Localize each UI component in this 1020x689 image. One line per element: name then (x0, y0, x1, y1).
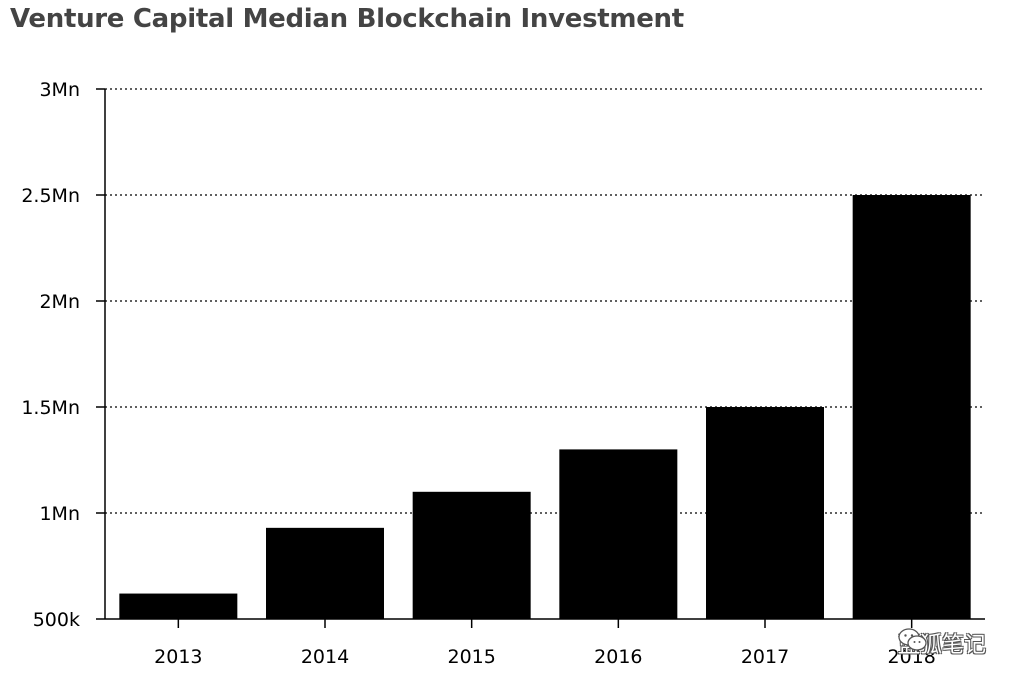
bar-2017 (706, 407, 824, 619)
x-tick-label: 2016 (594, 646, 642, 668)
bar-2014 (266, 527, 384, 619)
x-tick-label: 2015 (447, 646, 495, 668)
x-tick-label: 2014 (301, 646, 349, 668)
wechat-icon (898, 628, 927, 651)
x-tick-label: 2018 (887, 646, 935, 668)
bars (119, 195, 971, 619)
y-tick-label: 500k (33, 609, 80, 631)
x-tick-label: 2013 (154, 646, 202, 668)
bar-2013 (119, 593, 238, 619)
gridlines (105, 88, 985, 514)
y-tick-label: 1Mn (39, 503, 80, 525)
bar-2016 (559, 449, 678, 619)
bar-2018 (852, 195, 971, 619)
y-tick-label: 2Mn (39, 291, 80, 313)
y-tick-label: 3Mn (39, 79, 80, 101)
bar-2015 (412, 491, 531, 619)
chart-title: Venture Capital Median Blockchain Invest… (10, 4, 684, 34)
x-tick-label: 2017 (741, 646, 789, 668)
y-axis: 500k 1Mn 1.5Mn 2Mn 2.5Mn 3Mn (21, 79, 106, 631)
x-axis: 2013 2014 2015 2016 2017 2018 (105, 618, 985, 668)
y-tick-label: 1.5Mn (21, 397, 80, 419)
y-tick-label: 2.5Mn (21, 185, 80, 207)
watermark: 蓝狐笔记 (898, 627, 986, 659)
